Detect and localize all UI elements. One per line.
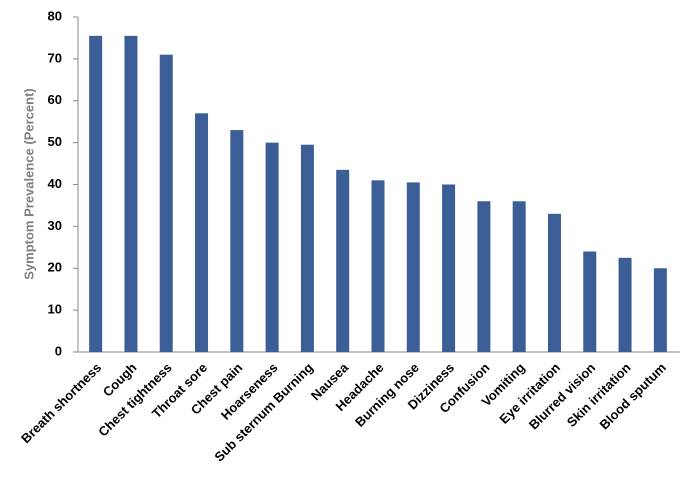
y-tick-label: 20	[48, 260, 62, 275]
y-tick-label: 30	[48, 218, 62, 233]
bar	[512, 201, 526, 352]
bar	[406, 182, 420, 352]
bar	[230, 130, 244, 352]
bar	[547, 213, 561, 352]
bar	[442, 184, 456, 352]
y-tick-label: 80	[48, 8, 62, 23]
bar	[300, 144, 314, 352]
bar	[477, 201, 491, 352]
y-tick-label: 70	[48, 50, 62, 65]
bar	[371, 180, 385, 352]
y-tick-label: 60	[48, 92, 62, 107]
y-axis-label: Symptom Prevalence (Percent)	[21, 88, 36, 279]
bar	[265, 142, 279, 352]
y-tick-label: 50	[48, 134, 62, 149]
y-tick-label: 10	[48, 302, 62, 317]
bar	[159, 54, 173, 352]
bar	[653, 268, 667, 352]
bar	[336, 169, 350, 352]
bar	[195, 113, 209, 352]
y-tick-label: 0	[55, 343, 62, 358]
x-tick-label: Breath shortness	[18, 360, 104, 446]
y-tick-label: 40	[48, 176, 62, 191]
bar	[124, 35, 138, 352]
bar	[89, 35, 103, 352]
bar	[583, 251, 597, 352]
bar	[618, 257, 632, 352]
